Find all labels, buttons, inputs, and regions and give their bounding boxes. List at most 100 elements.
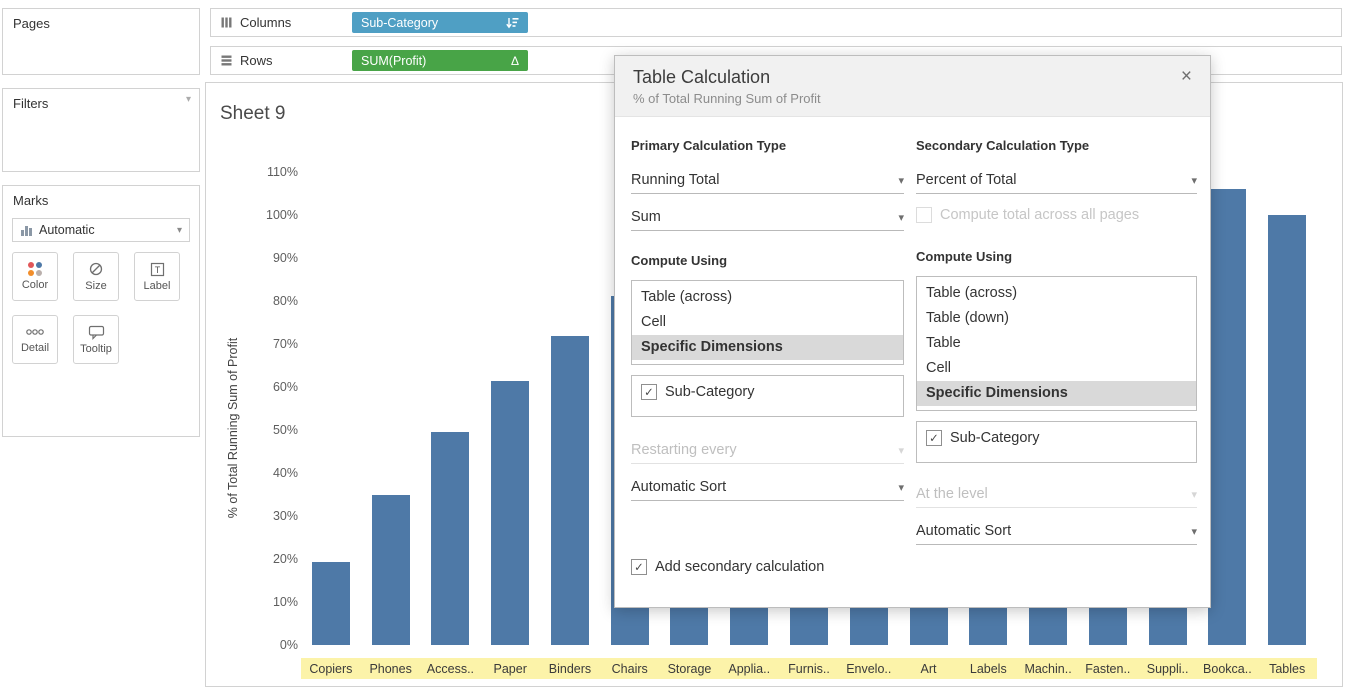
x-tick-label[interactable]: Fasten..: [1085, 661, 1131, 676]
aggregation-value: Sum: [631, 209, 661, 225]
chevron-down-icon: ▾: [898, 481, 904, 494]
chevron-down-icon: ▾: [1191, 174, 1197, 187]
secondary-calc-type-value: Percent of Total: [916, 172, 1017, 188]
compute-option-table[interactable]: Table: [926, 335, 961, 351]
secondary-dimension-label: Sub-Category: [950, 430, 1040, 446]
compute-option-table-across[interactable]: Table (across): [926, 285, 1018, 301]
primary-dimension-checkbox-row[interactable]: ✓ Sub-Category: [641, 384, 894, 400]
detail-icon: [26, 329, 44, 335]
table-calculation-delta-icon[interactable]: Δ: [510, 53, 519, 68]
primary-calculation-column: Primary Calculation Type Running Total ▾…: [631, 117, 904, 575]
color-icon: [28, 262, 42, 276]
x-tick-label[interactable]: Storage: [667, 661, 712, 676]
x-tick-label[interactable]: Labels: [969, 661, 1007, 676]
rows-pill[interactable]: SUM(Profit) Δ: [352, 50, 528, 71]
bar-band: [540, 151, 600, 645]
restarting-every-label: Restarting every: [631, 442, 737, 458]
label-icon: T: [150, 262, 164, 276]
x-axis: Copiers Phones Access.. Paper Binders Chairs S…: [301, 658, 1317, 679]
checkbox-checked-icon[interactable]: ✓: [926, 430, 942, 446]
color-button-label: Color: [21, 279, 49, 291]
primary-dimensions-panel: ✓ Sub-Category: [631, 375, 904, 417]
detail-button[interactable]: Detail: [12, 315, 58, 364]
add-secondary-calculation-label: Add secondary calculation: [655, 559, 825, 575]
compute-option-table-down[interactable]: Table (down): [926, 310, 1010, 326]
pages-shelf[interactable]: Pages: [2, 8, 200, 75]
chevron-down-icon: ▾: [898, 211, 904, 224]
filters-label: Filters: [13, 96, 49, 111]
checkbox-checked-icon[interactable]: ✓: [641, 384, 657, 400]
secondary-sort-value: Automatic Sort: [916, 523, 1012, 539]
x-tick-label[interactable]: Machin..: [1024, 661, 1072, 676]
x-tick-label[interactable]: Copiers: [309, 661, 353, 676]
y-tick-label: 100%: [266, 208, 298, 223]
bar-band: [1197, 151, 1257, 645]
filters-caret-icon[interactable]: ▾: [185, 94, 191, 105]
label-button[interactable]: T Label: [134, 252, 180, 301]
sheet-title: Sheet 9: [220, 103, 286, 124]
aggregation-dropdown[interactable]: Sum ▾: [631, 204, 904, 231]
filters-shelf[interactable]: Filters ▾: [2, 88, 200, 172]
compute-option-specific-dimensions[interactable]: Specific Dimensions: [917, 381, 1196, 406]
x-tick-label[interactable]: Binders: [548, 661, 592, 676]
x-tick-label[interactable]: Chairs: [611, 661, 648, 676]
tooltip-icon: [88, 325, 104, 340]
y-axis: 0% 10% 20% 30% 40% 50% 60% 70% 80% 90% 100% 110%: [254, 151, 298, 652]
primary-sort-dropdown[interactable]: Automatic Sort ▾: [631, 474, 904, 501]
compute-option-cell[interactable]: Cell: [641, 314, 666, 330]
x-tick-label[interactable]: Applia..: [728, 661, 771, 676]
bar[interactable]: [550, 335, 589, 645]
compute-option-cell[interactable]: Cell: [926, 360, 951, 376]
primary-calc-type-value: Running Total: [631, 172, 720, 188]
pages-label: Pages: [13, 16, 50, 31]
x-tick-label[interactable]: Art: [920, 661, 937, 676]
columns-shelf[interactable]: Columns Sub-Category: [210, 8, 1342, 37]
y-tick-label: 110%: [266, 165, 298, 180]
rows-pill-label: SUM(Profit): [361, 53, 427, 68]
tooltip-button-label: Tooltip: [80, 342, 112, 355]
x-tick-label[interactable]: Suppli..: [1146, 661, 1189, 676]
label-button-label: Label: [143, 279, 171, 292]
bar[interactable]: [371, 494, 410, 645]
compute-option-specific-dimensions[interactable]: Specific Dimensions: [632, 335, 903, 360]
mark-type-value: Automatic: [39, 223, 95, 237]
close-icon[interactable]: ×: [1175, 64, 1198, 90]
bar[interactable]: [311, 561, 350, 645]
secondary-dimension-checkbox-row[interactable]: ✓ Sub-Category: [926, 430, 1187, 446]
secondary-sort-dropdown[interactable]: Automatic Sort ▾: [916, 518, 1197, 545]
secondary-compute-using-heading: Compute Using: [916, 249, 1013, 264]
y-tick-label: 30%: [272, 509, 298, 524]
size-button[interactable]: Size: [73, 252, 119, 301]
y-tick-label: 70%: [272, 337, 298, 352]
columns-pill[interactable]: Sub-Category: [352, 12, 528, 33]
bar[interactable]: [491, 380, 530, 645]
color-button[interactable]: Color: [12, 252, 58, 301]
bar[interactable]: [431, 431, 470, 645]
x-tick-label[interactable]: Access..: [426, 661, 475, 676]
marks-label: Marks: [13, 193, 49, 208]
x-tick-label[interactable]: Envelo..: [846, 661, 892, 676]
bar[interactable]: [1208, 188, 1247, 645]
bar[interactable]: [1268, 215, 1307, 645]
svg-text:T: T: [154, 265, 160, 275]
secondary-calc-heading: Secondary Calculation Type: [916, 138, 1090, 153]
x-tick-label[interactable]: Furnis..: [788, 661, 830, 676]
tooltip-button[interactable]: Tooltip: [73, 315, 119, 364]
sort-descending-icon[interactable]: [506, 17, 519, 29]
primary-sort-value: Automatic Sort: [631, 479, 727, 495]
primary-compute-using-heading: Compute Using: [631, 253, 728, 268]
primary-calc-type-dropdown[interactable]: Running Total ▾: [631, 167, 904, 194]
x-tick-label[interactable]: Paper: [493, 661, 527, 676]
add-secondary-calculation-checkbox[interactable]: ✓ Add secondary calculation: [631, 559, 904, 575]
x-tick-label[interactable]: Tables: [1269, 661, 1306, 676]
compute-option-table-across[interactable]: Table (across): [641, 289, 733, 305]
y-tick-label: 10%: [272, 595, 298, 610]
mark-type-dropdown[interactable]: Automatic ▾: [12, 218, 190, 242]
x-tick-label[interactable]: Phones: [369, 661, 412, 676]
checkbox-checked-icon[interactable]: ✓: [631, 559, 647, 575]
y-tick-label: 0%: [279, 638, 298, 652]
x-tick-label[interactable]: Bookca..: [1203, 661, 1252, 676]
bar-band: [1257, 151, 1317, 645]
secondary-calc-type-dropdown[interactable]: Percent of Total ▾: [916, 167, 1197, 194]
y-tick-label: 50%: [272, 423, 298, 438]
